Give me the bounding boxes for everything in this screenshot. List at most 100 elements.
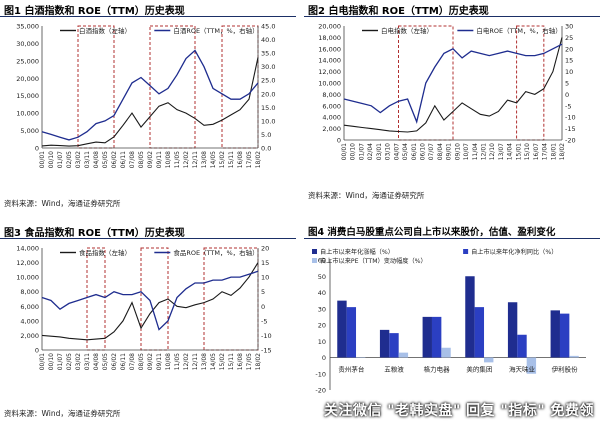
y-left-tick-label: 4,000	[322, 114, 341, 122]
y-left-tick-label: 10,000	[318, 80, 341, 88]
x-tick-label: 12/02	[183, 353, 190, 370]
y-right-tick-label: 15	[261, 259, 269, 267]
y-right-tick-label: 20	[565, 45, 573, 53]
y-left-tick-label: 20,000	[16, 75, 39, 83]
y-right-tick-label: 35.0	[261, 50, 275, 58]
x-tick-label: 00/01	[39, 151, 46, 168]
x-tick-label: 00/10	[350, 143, 357, 160]
category-label: 格力电器	[424, 365, 451, 374]
x-tick-label: 18/01	[550, 143, 557, 160]
y-right-tick-label: 45.0	[261, 23, 275, 31]
y-tick-label: -10	[315, 370, 326, 378]
y-left-tick-label: 15,000	[16, 92, 39, 100]
y-left-tick-label: 8,000	[322, 91, 341, 99]
x-tick-label: 06/01	[411, 143, 418, 160]
x-tick-label: 02/04	[367, 143, 374, 160]
y-right-tick-label: 30.0	[261, 63, 275, 71]
x-tick-label: 05/04	[402, 143, 409, 160]
x-tick-label: 08/04	[437, 143, 444, 160]
x-tick-label: 15/11	[228, 151, 235, 168]
y-right-tick-label: 5.0	[261, 131, 271, 139]
bar-0	[422, 316, 432, 358]
y-tick-label: 60	[318, 257, 326, 265]
x-tick-label: 17/05	[246, 151, 253, 168]
period-box-0	[86, 247, 106, 351]
x-tick-label: 00/01	[39, 353, 46, 370]
x-tick-label: 09/11	[156, 151, 163, 168]
y-right-tick-label: 10	[261, 274, 269, 282]
chart-4: 60 50 40 30 20 10 0 -10 -20 贵州茅台 五粮液 格力电器 美的集团 海天味业 伊利…	[312, 248, 586, 395]
bar-2	[484, 357, 494, 363]
x-tick-label: 11/05	[174, 353, 181, 370]
y-right-tick-label: 5	[565, 80, 569, 88]
x-tick-label: 02/05	[66, 353, 73, 370]
y-right-tick-label: 20	[261, 245, 269, 253]
watermark: 关注微信 "老韩实盘" 回复 "指标" 免费领	[323, 403, 594, 419]
y-left-tick-label: 10,000	[16, 274, 39, 282]
y-left-tick-label: 30,000	[16, 40, 39, 48]
period-box-1	[149, 25, 196, 149]
panel-4-title: 图4 消费白马股重点公司自上市以来股价，估值、盈利变化	[308, 227, 556, 238]
x-tick-label: 12/10	[489, 143, 496, 160]
legend-label-0: 自上市以来年化涨幅（%）	[320, 248, 394, 256]
bar-1	[559, 313, 570, 358]
panel-1-title: 图1 白酒指数和 ROE（TTM）历史表现	[4, 6, 185, 17]
x-tick-label: 02/05	[66, 151, 73, 168]
category-label: 贵州茅台	[338, 365, 364, 374]
y-left-tick-label: 2,000	[20, 332, 39, 340]
legend-swatch-2	[312, 258, 317, 263]
y-right-tick-label: -10	[565, 114, 576, 122]
x-tick-label: 15/01	[515, 143, 522, 160]
x-tick-label: 01/07	[57, 353, 64, 370]
x-tick-label: 03/11	[84, 353, 91, 370]
x-tick-label: 09/10	[454, 143, 461, 160]
y-left-tick-label: 10,000	[16, 110, 39, 118]
bar-1	[389, 333, 399, 358]
y-tick-label: 0	[322, 354, 326, 362]
x-tick-label: 05/05	[102, 151, 109, 168]
x-tick-label: 16/08	[237, 151, 244, 168]
x-tick-label: 17/04	[542, 143, 549, 160]
y-left-tick-label: 0	[337, 137, 341, 145]
y-left-tick-label: 16,000	[318, 45, 341, 53]
x-tick-label: 15/11	[228, 353, 235, 370]
y-left-tick-label: 25,000	[16, 57, 39, 65]
bar-2	[526, 357, 537, 374]
panel-1: 图1 白酒指数和 ROE（TTM）历史表现 35,000 30,000 25,000…	[0, 0, 296, 212]
category-label: 五粮液	[384, 365, 404, 374]
x-tick-label: 14/05	[210, 353, 217, 370]
series-line-1	[41, 49, 259, 141]
category-label: 海天味业	[509, 365, 536, 374]
x-tick-label: 16/08	[237, 353, 244, 370]
x-tick-label: 18/02	[255, 151, 262, 168]
y-tick-label: 10	[318, 338, 326, 346]
x-tick-label: 05/05	[102, 353, 109, 370]
y-tick-label: -20	[315, 387, 326, 395]
x-tick-label: 04/07	[393, 143, 400, 160]
y-left-tick-label: 18,000	[318, 34, 341, 42]
bar-0	[507, 302, 518, 358]
y-right-tick-label: -15	[565, 125, 576, 133]
y-left-tick-label: 35,000	[16, 23, 39, 31]
y-tick-label: 20	[318, 322, 326, 330]
y-tick-label: 50	[318, 273, 326, 281]
period-box-1	[516, 25, 545, 141]
y-left-tick-label: 4,000	[20, 317, 39, 325]
y-right-tick-label: 0.0	[261, 145, 271, 153]
panel-3: 图3 食品指数和 ROE（TTM）历史表现 14,000 12,000 10,000…	[0, 214, 296, 424]
x-tick-label: 03/01	[376, 143, 383, 160]
y-left-tick-label: 6,000	[322, 102, 341, 110]
bar-2	[356, 357, 366, 358]
y-tick-label: 30	[318, 305, 326, 313]
bar-0	[379, 329, 390, 358]
panel-3-divider	[0, 238, 296, 239]
x-tick-label: 06/11	[120, 151, 127, 168]
legend-label-0: 白酒指数（左轴）	[79, 26, 131, 35]
bar-2	[569, 355, 579, 358]
x-tick-label: 01/07	[358, 143, 365, 160]
series-line-1	[343, 43, 563, 124]
x-tick-label: 12/11	[192, 151, 199, 168]
x-tick-label: 08/05	[138, 151, 145, 168]
panel-2-source: 资料来源：Wind，海通证券研究所	[308, 191, 425, 200]
panel-2-divider	[304, 16, 600, 17]
